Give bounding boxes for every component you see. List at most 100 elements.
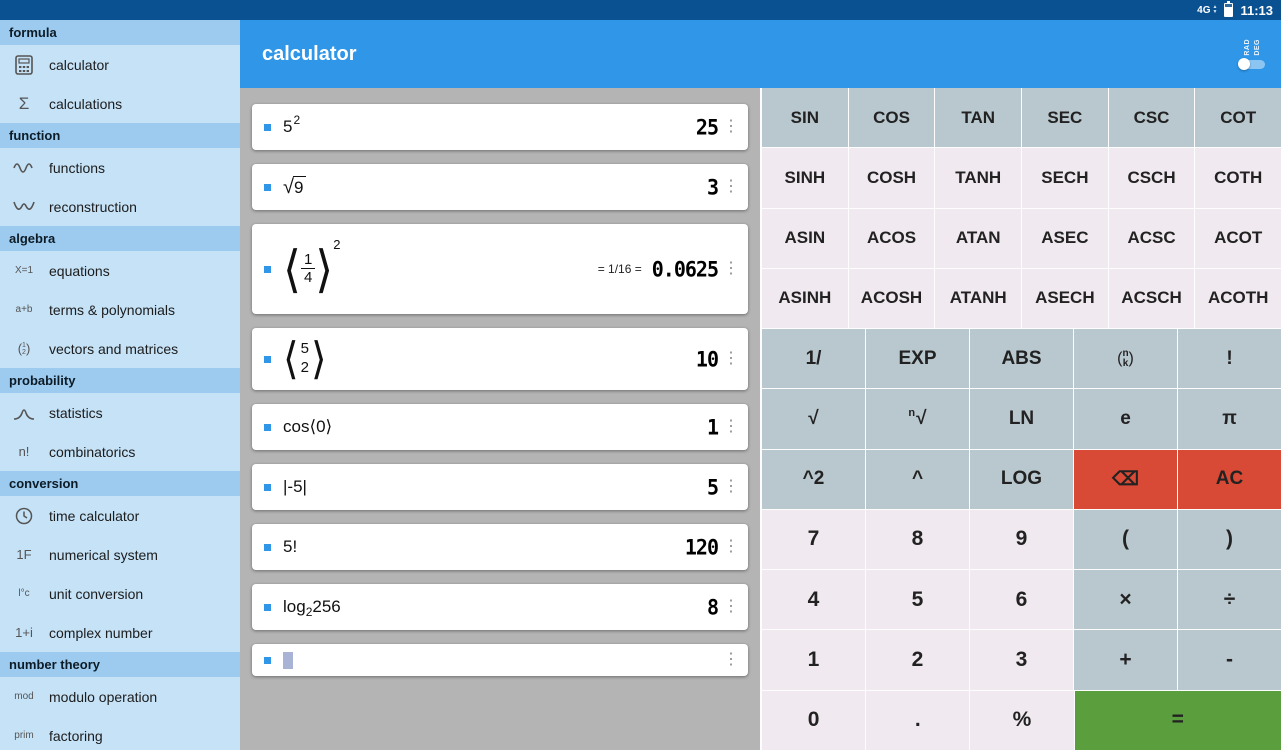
history-card[interactable]: √ 9 3 ⋮: [252, 164, 748, 210]
key-pi[interactable]: π: [1178, 389, 1281, 449]
sidebar-item-statistics[interactable]: statistics: [0, 393, 240, 432]
sigma-icon: Σ: [18, 93, 30, 113]
key-tanh[interactable]: TANH: [935, 148, 1022, 208]
key-all-clear[interactable]: AC: [1178, 449, 1281, 509]
key-8[interactable]: 8: [866, 509, 969, 570]
card-menu-button[interactable]: ⋮: [723, 118, 739, 135]
history-card[interactable]: cos⟨0⟩ 1 ⋮: [252, 404, 748, 450]
key-abs[interactable]: ABS: [970, 329, 1073, 389]
history-card[interactable]: 5! 120 ⋮: [252, 524, 748, 570]
key-ln[interactable]: LN: [970, 389, 1073, 449]
history-card[interactable]: 5 2 25 ⋮: [252, 104, 748, 150]
sidebar-item-factoring[interactable]: prim factoring: [0, 716, 240, 750]
key-3[interactable]: 3: [970, 630, 1073, 690]
key-atan[interactable]: ATAN: [935, 208, 1022, 268]
key-cos[interactable]: COS: [848, 88, 935, 148]
key-acosh[interactable]: ACOSH: [848, 268, 935, 329]
history-card[interactable]: ⋮: [252, 644, 748, 676]
key-log[interactable]: LOG: [970, 449, 1073, 509]
key-binomial[interactable]: (n k): [1074, 329, 1177, 389]
key-5[interactable]: 5: [866, 570, 969, 630]
key-multiply[interactable]: ×: [1074, 570, 1177, 630]
key-acsch[interactable]: ACSCH: [1108, 268, 1195, 329]
keypad-row: ^2 ^ LOG ⌫ AC: [762, 449, 1281, 509]
key-coth[interactable]: COTH: [1195, 148, 1281, 208]
key-csch[interactable]: CSCH: [1108, 148, 1195, 208]
key-asec[interactable]: ASEC: [1022, 208, 1108, 268]
key-acos[interactable]: ACOS: [848, 208, 935, 268]
key-percent[interactable]: %: [970, 690, 1074, 750]
key-backspace[interactable]: ⌫: [1074, 449, 1177, 509]
sidebar-item-unit-conversion[interactable]: l°c unit conversion: [0, 574, 240, 613]
card-menu-button[interactable]: ⋮: [723, 260, 739, 277]
key-close-paren[interactable]: ): [1178, 509, 1281, 570]
key-divide[interactable]: ÷: [1178, 570, 1281, 630]
rad-deg-toggle[interactable]: RAD DEG: [1238, 39, 1265, 70]
key-reciprocal[interactable]: 1/: [762, 329, 865, 389]
card-menu-button[interactable]: ⋮: [723, 598, 739, 615]
key-factorial[interactable]: !: [1178, 329, 1281, 389]
card-menu-button[interactable]: ⋮: [723, 350, 739, 367]
key-power[interactable]: ^: [866, 449, 969, 509]
key-6[interactable]: 6: [970, 570, 1073, 630]
key-sqrt[interactable]: √: [762, 389, 865, 449]
sidebar-item-calculator[interactable]: calculator: [0, 45, 240, 84]
key-square[interactable]: ^2: [762, 449, 865, 509]
key-asin[interactable]: ASIN: [762, 208, 848, 268]
sidebar-item-combinatorics[interactable]: n! combinatorics: [0, 432, 240, 471]
key-atanh[interactable]: ATANH: [935, 268, 1022, 329]
key-tan[interactable]: TAN: [935, 88, 1022, 148]
key-acot[interactable]: ACOT: [1195, 208, 1281, 268]
key-subtract[interactable]: -: [1178, 630, 1281, 690]
text-cursor: [283, 651, 293, 669]
key-open-paren[interactable]: (: [1074, 509, 1177, 570]
key-asech[interactable]: ASECH: [1022, 268, 1108, 329]
sidebar-item-numerical-system[interactable]: 1F numerical system: [0, 535, 240, 574]
key-asinh[interactable]: ASINH: [762, 268, 848, 329]
card-menu-button[interactable]: ⋮: [723, 478, 739, 495]
key-equals[interactable]: =: [1074, 690, 1281, 750]
key-decimal[interactable]: .: [866, 690, 970, 750]
key-9[interactable]: 9: [970, 509, 1073, 570]
sidebar-item-vectors-and-matrices[interactable]: (1 2) vectors and matrices: [0, 329, 240, 368]
key-nth-root[interactable]: n √: [866, 389, 969, 449]
keypad-row: 7 8 9(): [762, 509, 1281, 570]
key-1[interactable]: 1: [762, 630, 865, 690]
key-cot[interactable]: COT: [1195, 88, 1281, 148]
key-2[interactable]: 2: [866, 630, 969, 690]
history-card[interactable]: ⟨ 1 4 ⟩ 2 = 1/16 = 0.0625 ⋮: [252, 224, 748, 314]
key-sin[interactable]: SIN: [762, 88, 848, 148]
key-acsc[interactable]: ACSC: [1108, 208, 1195, 268]
sidebar-item-equations[interactable]: X=1 equations: [0, 251, 240, 290]
card-menu-button[interactable]: ⋮: [723, 418, 739, 435]
statistics-curve-icon: [9, 406, 39, 420]
sidebar-item-reconstruction[interactable]: reconstruction: [0, 187, 240, 226]
card-menu-button[interactable]: ⋮: [723, 178, 739, 195]
history-panel[interactable]: 5 2 25 ⋮ √ 9 3 ⋮ ⟨ 1 4 ⟩ 2 = 1/16 = 0.0625 ⋮ ⟨ 5 2 ⟩ 10 ⋮ cos⟨…: [240, 88, 760, 750]
key-euler[interactable]: e: [1074, 389, 1177, 449]
key-acoth[interactable]: ACOTH: [1195, 268, 1281, 329]
key-sec[interactable]: SEC: [1022, 88, 1108, 148]
key-0[interactable]: 0: [762, 690, 866, 750]
key-sech[interactable]: SECH: [1022, 148, 1108, 208]
key-cosh[interactable]: COSH: [848, 148, 935, 208]
history-card[interactable]: |-5| 5 ⋮: [252, 464, 748, 510]
card-menu-button[interactable]: ⋮: [723, 538, 739, 555]
key-sinh[interactable]: SINH: [762, 148, 848, 208]
key-exp[interactable]: EXP: [866, 329, 969, 389]
card-menu-button[interactable]: ⋮: [723, 651, 739, 668]
history-card[interactable]: log 2 256 8 ⋮: [252, 584, 748, 630]
key-7[interactable]: 7: [762, 509, 865, 570]
history-card[interactable]: ⟨ 5 2 ⟩ 10 ⋮: [252, 328, 748, 390]
sidebar-item-terms-polynomials[interactable]: a+b terms & polynomials: [0, 290, 240, 329]
sidebar-item-functions[interactable]: functions: [0, 148, 240, 187]
toggle-switch[interactable]: [1238, 57, 1265, 70]
key-add[interactable]: +: [1074, 630, 1177, 690]
key-csc[interactable]: CSC: [1108, 88, 1195, 148]
sidebar-item-time-calculator[interactable]: time calculator: [0, 496, 240, 535]
sidebar-item-modulo-operation[interactable]: mod modulo operation: [0, 677, 240, 716]
key-4[interactable]: 4: [762, 570, 865, 630]
sidebar-item-complex-number[interactable]: 1+i complex number: [0, 613, 240, 652]
